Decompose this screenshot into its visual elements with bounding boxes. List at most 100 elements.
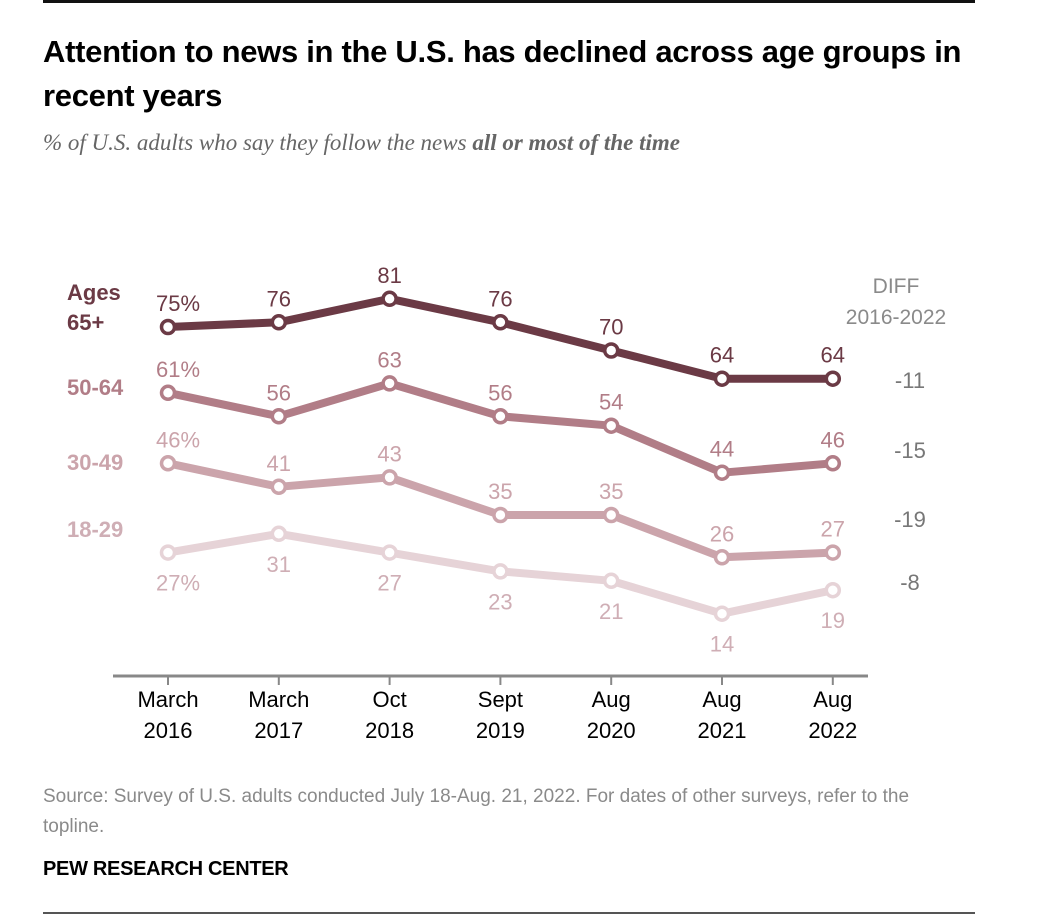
data-label: 41 [267, 451, 291, 476]
data-point [159, 384, 177, 402]
x-tick-label: March 2017 [248, 687, 309, 743]
data-label: 70 [599, 315, 623, 340]
data-label: 26 [710, 521, 734, 546]
data-label: 56 [267, 380, 291, 405]
data-point [270, 408, 288, 425]
data-label: 31 [267, 552, 291, 577]
diff-value: -15 [894, 438, 926, 463]
data-label: 76 [267, 286, 291, 311]
diff-value: -19 [894, 507, 926, 532]
x-tick-label-line: Sept [478, 687, 523, 712]
source-note: Source: Survey of U.S. adults conducted … [43, 786, 910, 837]
series-name-label: 65+ [67, 310, 104, 335]
data-point [602, 572, 620, 590]
x-tick-label: Aug 2020 [587, 687, 636, 743]
data-label: 56 [488, 380, 512, 405]
brand-logo-text: PEW RESEARCH CENTER [43, 858, 289, 880]
data-label: 76 [488, 286, 512, 311]
data-label: 54 [599, 390, 623, 415]
x-tick-label: Aug 2021 [698, 687, 747, 743]
data-label: 75% [156, 291, 200, 316]
x-tick-label-line: 2016 [144, 718, 193, 743]
data-point [159, 455, 177, 472]
diff-value: -8 [900, 570, 920, 595]
data-label: 27% [156, 571, 200, 596]
diff-column: -11 -15 -19 -8 DIFF 2016-2022 [846, 275, 946, 595]
data-label: 81 [377, 263, 401, 288]
data-point [824, 370, 842, 387]
x-tick-label-line: Aug [813, 687, 852, 712]
data-label: 64 [710, 343, 734, 368]
data-label: 64 [821, 343, 845, 368]
bottom-rule [43, 912, 975, 914]
data-point [713, 370, 731, 387]
data-point [381, 469, 398, 486]
x-tick-label-line: 2021 [698, 718, 747, 743]
series-names: Ages 65+ 50-64 30-49 18-29 [67, 280, 124, 542]
data-label: 44 [710, 437, 734, 462]
data-label: 14 [710, 632, 734, 657]
data-labels: 75% 76 81 76 70 64 64 61% 56 63 56 54 44 46 46% 41 43 35 3… [156, 263, 845, 657]
data-label: 21 [599, 599, 623, 624]
data-label: 61% [156, 357, 200, 382]
data-point [492, 506, 509, 524]
series-name-label: 18-29 [67, 517, 123, 542]
x-tick-label-line: 2017 [254, 718, 303, 743]
x-tick-label: March 2016 [137, 687, 198, 743]
subtitle-emphasis: all or most of the time [472, 130, 680, 155]
data-label: 35 [599, 479, 623, 504]
data-point [381, 375, 398, 392]
x-axis: March 2016 March 2017 Oct 2018 Sept 2019 Aug 2020… [113, 674, 868, 743]
x-tick-label-line: Aug [702, 687, 741, 712]
diff-value: -11 [895, 368, 925, 393]
x-tick-label-line: 2022 [808, 718, 857, 743]
subtitle-text: % of U.S. adults who say they follow the… [43, 130, 473, 155]
data-point [492, 563, 509, 580]
data-point [492, 408, 509, 425]
x-tick-label: Sept 2019 [476, 687, 525, 743]
x-tick-label: Oct 2018 [365, 687, 414, 743]
series-name-label: 30-49 [67, 450, 123, 475]
data-point [713, 549, 731, 566]
data-point [602, 417, 620, 434]
data-point [492, 314, 509, 331]
data-point [602, 342, 620, 359]
data-point [159, 544, 177, 561]
series-points [159, 290, 842, 622]
data-label: 46 [821, 427, 845, 452]
x-tick-label-line: 2018 [365, 718, 414, 743]
x-tick-label-line: 2020 [587, 718, 636, 743]
data-point [824, 581, 842, 599]
data-point [159, 318, 177, 336]
data-point [824, 544, 842, 561]
x-tick-label-line: March [137, 687, 198, 712]
x-tick-label-line: Oct [372, 687, 406, 712]
data-label: 35 [488, 479, 512, 504]
x-tick-label-line: 2019 [476, 718, 525, 743]
data-label: 27 [821, 517, 845, 542]
data-label: 23 [488, 589, 512, 614]
data-point [713, 464, 731, 481]
data-label: 63 [377, 347, 401, 372]
top-rule [43, 0, 975, 3]
data-label: 46% [156, 427, 200, 452]
diff-header: 2016-2022 [846, 306, 946, 329]
data-label: 27 [377, 571, 401, 596]
data-point [270, 314, 288, 331]
series-name-label: 50-64 [67, 375, 124, 400]
data-label: 43 [377, 441, 401, 466]
chart-title: Attention to news in the U.S. has declin… [43, 34, 962, 113]
data-point [713, 605, 731, 622]
x-tick-label: Aug 2022 [808, 687, 857, 743]
data-point [824, 455, 842, 472]
chart-subtitle: % of U.S. adults who say they follow the… [43, 130, 680, 156]
series-name-label: Ages [67, 280, 121, 305]
data-label: 19 [821, 608, 845, 633]
data-point [602, 506, 620, 524]
diff-header: DIFF [873, 275, 920, 298]
data-point [270, 478, 288, 496]
data-point [270, 525, 288, 543]
data-point [381, 290, 398, 308]
data-point [381, 544, 398, 561]
